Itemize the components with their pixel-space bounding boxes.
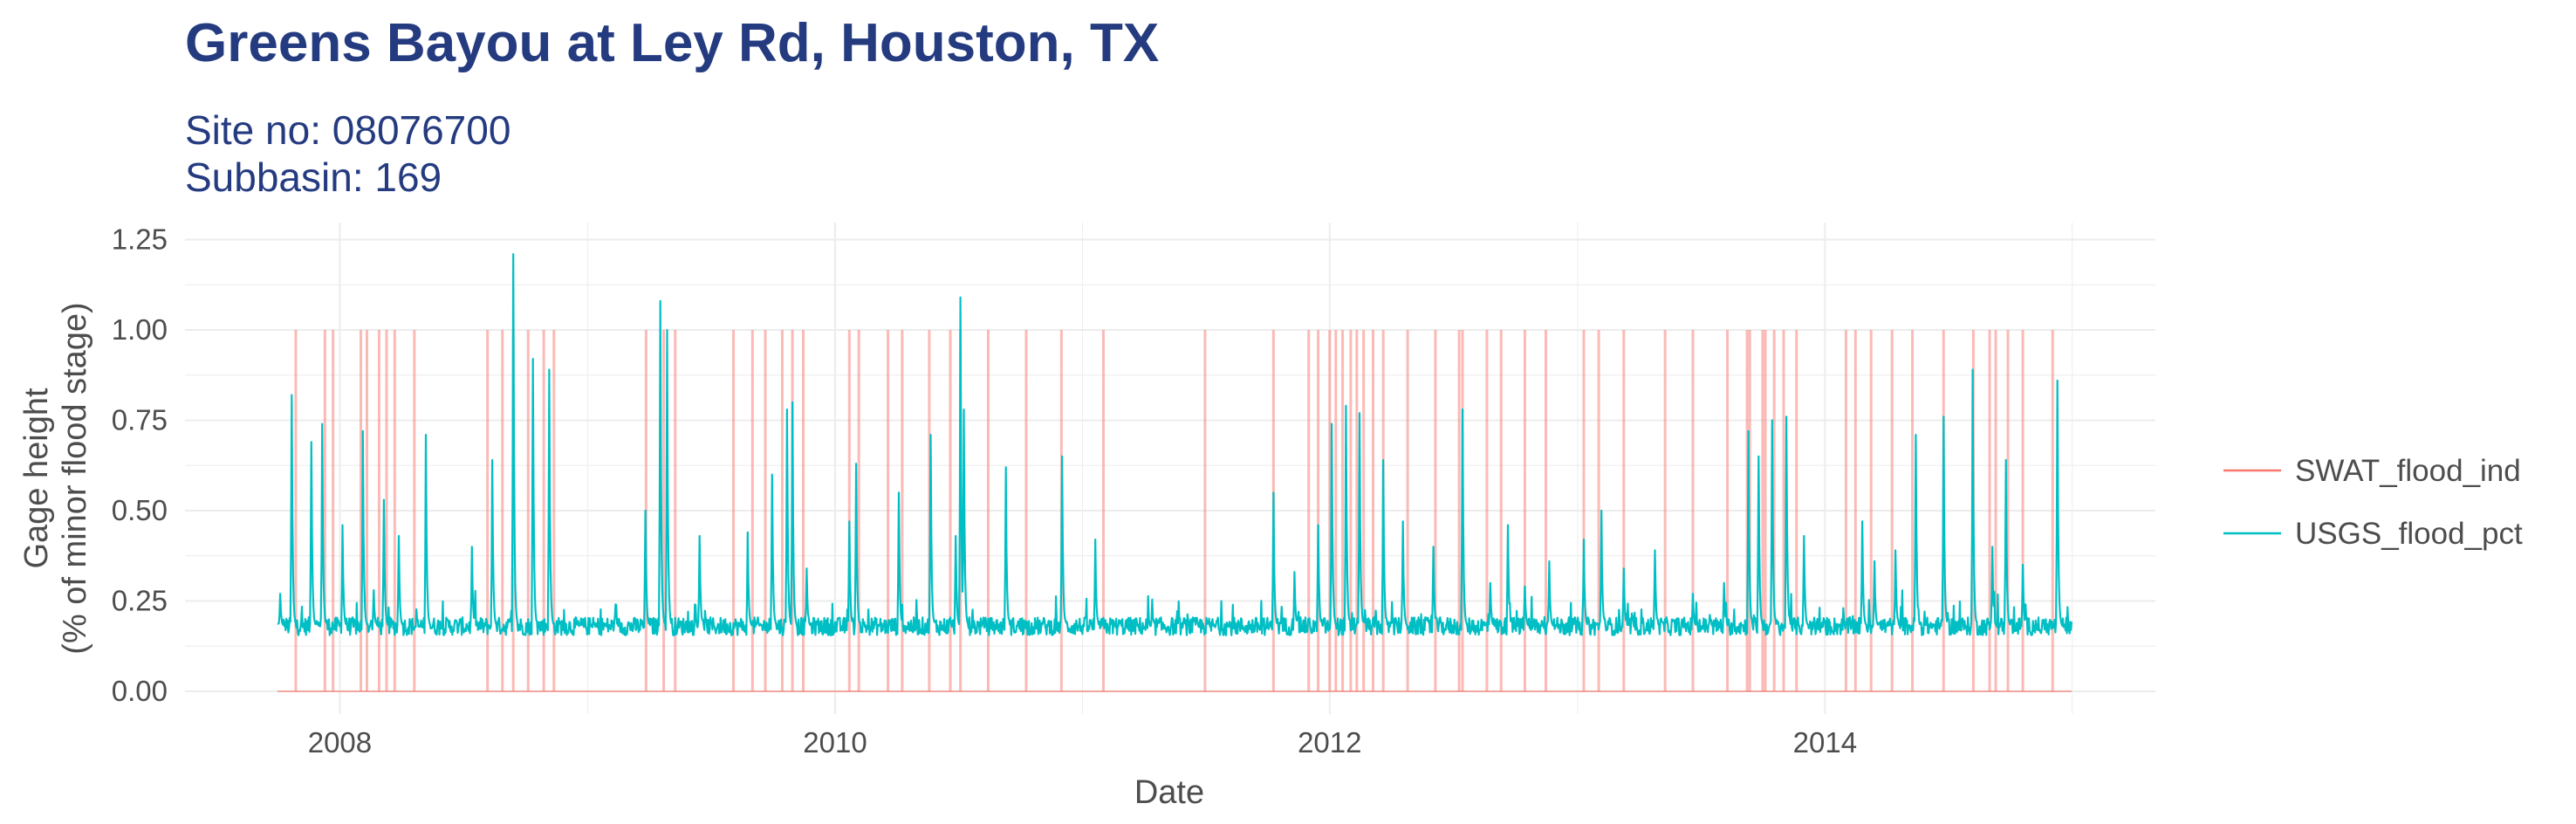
swat-flood-spike (1795, 330, 1798, 691)
swat-flood-spike (1457, 330, 1461, 691)
swat-flood-spike (1726, 330, 1730, 691)
swat-flood-spike (1772, 330, 1776, 691)
swat-flood-spike (2021, 330, 2024, 691)
series-swat-flood-ind (277, 330, 2072, 692)
swat-flood-spike (1371, 330, 1374, 691)
chart-subtitle-site: Site no: 08076700 (185, 107, 511, 153)
usgs-flood-pct-line (277, 253, 2073, 636)
y-tick-label: 0.75 (112, 404, 168, 436)
y-tick-label: 0.50 (112, 494, 168, 526)
swat-flood-spike (1362, 330, 1366, 691)
chart-subtitle-subbasin: Subbasin: 169 (185, 154, 442, 200)
swat-flood-spike (1355, 330, 1359, 691)
swat-flood-spike (1101, 330, 1105, 691)
swat-flood-spike (1994, 330, 1997, 691)
swat-flood-spike (1844, 330, 1847, 691)
swat-flood-spike (1499, 330, 1503, 691)
swat-flood-spike (1911, 330, 1915, 691)
swat-flood-spike (1334, 330, 1338, 691)
swat-flood-spike (780, 330, 784, 691)
y-tick-label: 1.25 (112, 223, 168, 256)
swat-flood-spike (1544, 330, 1547, 691)
swat-flood-spike (1328, 330, 1332, 691)
swat-flood-spike (1485, 330, 1489, 691)
swat-flood-spike (1622, 330, 1626, 691)
swat-flood-spike (413, 330, 416, 691)
chart-title: Greens Bayou at Ley Rd, Houston, TX (185, 13, 1160, 73)
swat-flood-spike (2006, 330, 2010, 691)
swat-flood-spike (1988, 330, 1991, 691)
swat-flood-spike (1782, 330, 1785, 691)
x-tick-label: 2012 (1298, 726, 1361, 759)
x-axis-ticks: 2008 2010 2012 2014 (308, 726, 1857, 759)
swat-flood-spike (501, 330, 504, 691)
y-axis-ticks: 0.00 0.25 0.50 0.75 1.00 1.25 (112, 223, 168, 708)
swat-flood-spike (385, 330, 388, 691)
swat-flood-spike (526, 330, 530, 691)
swat-flood-spike (486, 330, 490, 691)
y-tick-label: 0.25 (112, 585, 168, 617)
swat-flood-spike (764, 330, 767, 691)
swat-flood-spike (323, 330, 326, 691)
swat-flood-spike (662, 330, 666, 691)
swat-flood-spike (377, 330, 380, 691)
swat-flood-spike (949, 330, 952, 691)
swat-flood-spike (986, 330, 990, 691)
swat-flood-spike (1203, 330, 1207, 691)
legend-label-swat: SWAT_flood_ind (2295, 454, 2521, 488)
series-usgs-flood-pct (277, 253, 2073, 636)
x-tick-label: 2010 (803, 726, 867, 759)
swat-flood-spike (1341, 330, 1345, 691)
swat-flood-spike (332, 330, 335, 691)
swat-flood-spike (1597, 330, 1600, 691)
swat-flood-spike (901, 330, 904, 691)
swat-flood-spike (857, 330, 860, 691)
swat-flood-spike (393, 330, 396, 691)
swat-flood-spike (1853, 330, 1857, 691)
swat-flood-spike (1317, 330, 1320, 691)
grid-lines (185, 223, 2155, 714)
swat-flood-spike (1761, 330, 1764, 691)
swat-flood-spike (1434, 330, 1437, 691)
swat-flood-spike (674, 330, 677, 691)
x-tick-label: 2014 (1793, 726, 1857, 759)
x-tick-label: 2008 (308, 726, 372, 759)
swat-flood-spike (365, 330, 368, 691)
swat-flood-spike (542, 330, 545, 691)
swat-flood-spike (1764, 330, 1767, 691)
swat-flood-spike (732, 330, 736, 691)
swat-flood-spike (1890, 330, 1894, 691)
swat-flood-spike (2051, 330, 2054, 691)
swat-flood-spike (552, 330, 556, 691)
y-axis-title-line2: (% of minor flood stage) (57, 302, 93, 654)
swat-flood-spike (847, 330, 851, 691)
swat-flood-spike (1663, 330, 1667, 691)
x-axis-title: Date (1134, 774, 1204, 811)
swat-flood-spike (1523, 330, 1526, 691)
swat-flood-spike (802, 330, 805, 691)
legend-label-usgs: USGS_flood_pct (2295, 517, 2523, 551)
swat-flood-spike (1869, 330, 1873, 691)
swat-flood-spike (1349, 330, 1353, 691)
swat-flood-spike (1307, 330, 1311, 691)
swat-flood-spike (1406, 330, 1409, 691)
swat-flood-spike (294, 330, 298, 691)
legend: SWAT_flood_ind USGS_flood_pct (2223, 454, 2523, 551)
y-axis-title-line1: Gage height (18, 388, 55, 568)
swat-flood-spike (887, 330, 890, 691)
swat-flood-spike (360, 330, 363, 691)
y-tick-label: 1.00 (112, 313, 168, 346)
swat-flood-spike (1691, 330, 1695, 691)
swat-flood-spike (750, 330, 754, 691)
y-tick-label: 0.00 (112, 675, 168, 707)
swat-flood-spike (1024, 330, 1028, 691)
swat-flood-spike (1582, 330, 1586, 691)
